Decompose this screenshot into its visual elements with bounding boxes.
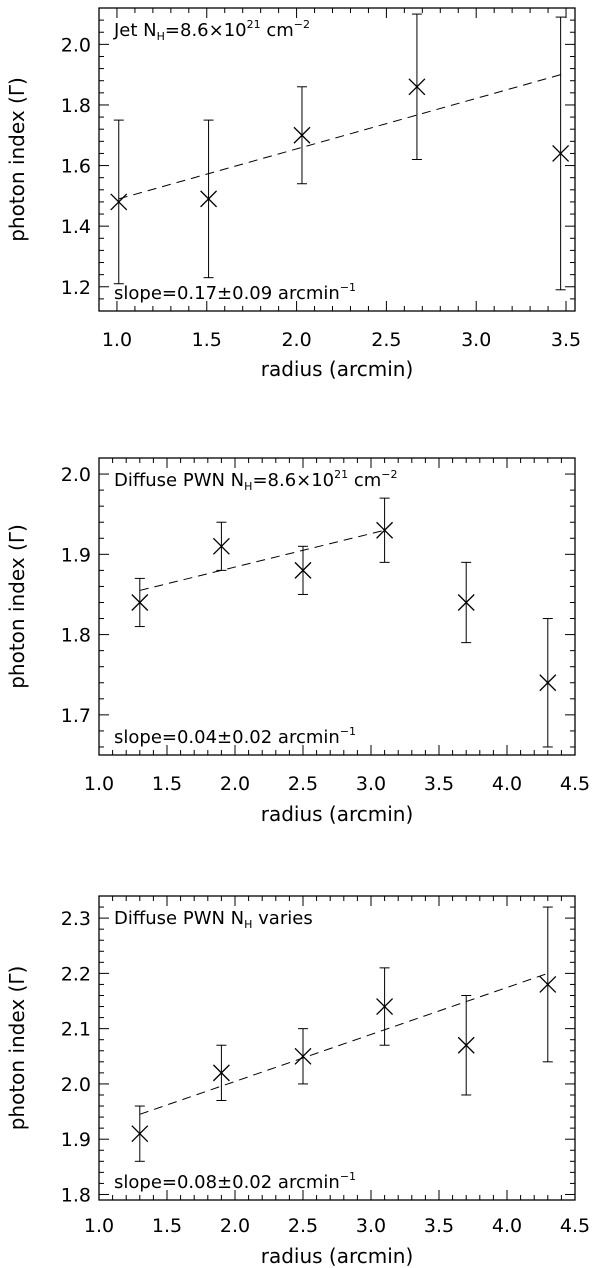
y-axis-label: photon index (Γ) [5,77,29,242]
cross-marker-b [131,594,149,611]
x-tick-label: 1.5 [152,1215,182,1237]
x-axis-label: radius (arcmin) [261,802,414,826]
x-tick-label: 1.5 [152,773,182,795]
data-point [457,994,475,1096]
cross-marker-b [212,537,230,555]
chart-panel-2: 1.0 1.5 2.0 2.5 3.0 3.5 4.0 4.5 1.7 1.8 1.9 2.0 radi… [5,457,590,826]
x-tick-label: 4.5 [560,773,590,795]
cross-marker-b [293,126,311,144]
x-tick-label: 3.0 [356,773,386,795]
y-tick-label: 2.3 [61,908,91,930]
data-point [376,967,394,1046]
cross-marker-b [408,78,426,96]
x-tick-label: 1.0 [84,773,114,795]
data-point [200,119,218,279]
x-tick-label: 2.0 [281,329,311,351]
cross-marker-b [552,144,570,162]
y-tick-label: 1.6 [61,156,91,178]
chart-panel-3: 1.0 1.5 2.0 2.5 3.0 3.5 4.0 4.5 1.8 1.9 2.0 2.1 2.2 2… [5,895,590,1268]
cross-marker-b [539,975,557,993]
y-tick-label: 1.8 [61,95,91,117]
x-tick-label: 2.5 [288,1215,318,1237]
x-tick-label: 1.5 [192,329,222,351]
x-tick-label: 2.0 [220,773,250,795]
cross-marker-b [294,1047,312,1065]
y-tick-label: 2.0 [61,1074,91,1096]
fit-line [139,529,385,591]
cross-marker-b [376,998,394,1016]
x-tick-label: 3.5 [551,329,581,351]
x-tick-label: 3.5 [424,773,454,795]
fit-line [139,972,548,1115]
chart-panel-1: 1.0 1.5 2.0 2.5 3.0 3.5 1.2 1.4 1.6 1.8 2.0 radius … [5,7,581,381]
slope-annotation: slope=0.04±0.02 arcmin−1 [114,725,356,748]
x-tick-label: 3.0 [356,1215,386,1237]
data-point [457,561,475,644]
y-tick-label: 2.0 [61,464,91,486]
y-axis-label: photon index (Γ) [5,524,29,689]
cross-marker-b [457,1036,475,1054]
slope-annotation: slope=0.08±0.02 arcmin−1 [114,1170,356,1193]
data-point [212,1044,230,1102]
plot-frame [98,7,576,312]
cross-marker-b [376,521,394,539]
x-tick-label: 1.0 [84,1215,114,1237]
data-point [539,906,557,1063]
panel-title: Diffuse PWN NH=8.6×1021 cm−2 [114,468,398,493]
y-tick-label: 1.8 [61,625,91,647]
y-tick-label: 2.1 [61,1019,91,1041]
cross-marker-b [131,1125,149,1143]
x-tick-label: 4.5 [560,1215,590,1237]
plot-frame [98,457,576,756]
data-point [552,16,570,291]
data-point [110,119,128,285]
panel-title: Diffuse PWN NH varies [114,908,313,931]
cross-marker-b [212,1064,230,1082]
y-tick-label: 2.2 [61,963,91,985]
y-tick-label: 1.4 [61,216,91,238]
y-axis-label: photon index (Γ) [5,966,29,1131]
cross-marker-b [457,594,475,611]
data-point [212,521,230,571]
y-tick-label: 1.9 [61,544,91,566]
cross-marker-b [110,193,128,211]
data-point [376,497,394,563]
panel-title: Jet NH=8.6×1021 cm−2 [113,18,310,43]
x-tick-label: 2.5 [371,329,401,351]
x-tick-label: 4.0 [492,773,522,795]
y-tick-label: 1.9 [61,1129,91,1151]
fit-line [118,74,561,200]
cross-marker-b [294,561,312,579]
data-point [294,545,312,595]
y-tick-label: 1.7 [61,705,91,727]
plot-frame [98,895,576,1201]
x-tick-label: 1.0 [102,329,132,351]
data-point [294,1028,312,1085]
data-point [539,618,557,748]
x-axis-label: radius (arcmin) [261,357,414,381]
x-tick-label: 2.0 [220,1215,250,1237]
data-point [293,86,311,185]
data-point [131,577,149,628]
data-point [131,1105,149,1162]
x-axis-label: radius (arcmin) [261,1244,414,1268]
y-tick-label: 1.2 [61,277,91,299]
y-tick-label: 2.0 [61,34,91,56]
cross-marker-b [539,674,557,692]
x-tick-label: 3.5 [424,1215,454,1237]
x-tick-label: 3.0 [461,329,491,351]
x-tick-label: 4.0 [492,1215,522,1237]
slope-annotation: slope=0.17±0.09 arcmin−1 [114,281,356,304]
y-tick-label: 1.8 [61,1184,91,1206]
data-point [408,13,426,160]
x-tick-label: 2.5 [288,773,318,795]
cross-marker-b [200,190,218,208]
